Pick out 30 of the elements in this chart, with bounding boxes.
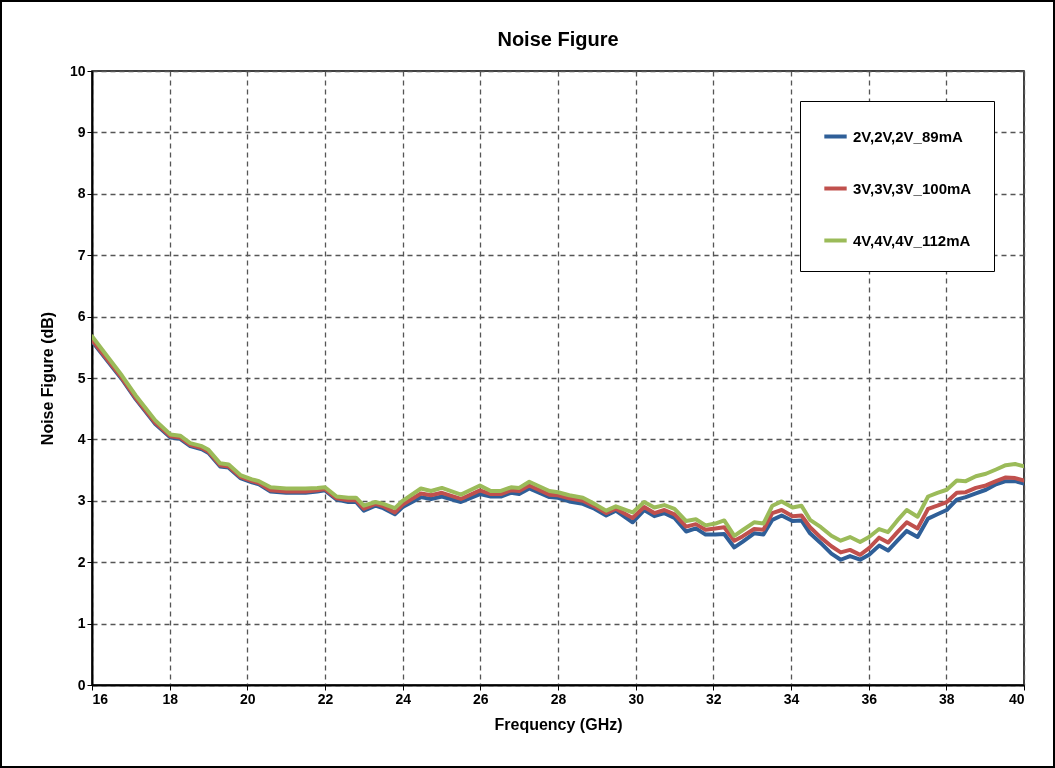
y-tick-label: 3 [77,492,86,509]
x-tick-label: 32 [706,690,722,707]
legend-label: 2V,2V,2V_89mA [853,127,963,145]
x-tick-label: 28 [550,690,567,707]
x-tick-label: 20 [240,690,256,707]
x-tick-label: 38 [939,690,955,707]
x-tick-label: 22 [317,690,334,707]
legend-label: 3V,3V,3V_100mA [853,179,972,197]
y-tick-label: 1 [77,615,86,632]
y-tick-label: 10 [69,62,86,79]
legend-label: 4V,4V,4V_112mA [853,231,971,249]
x-tick-label: 24 [395,690,412,707]
x-tick-label: 16 [92,690,109,707]
y-tick-label: 7 [77,246,86,263]
y-axis-title: Noise Figure (dB) [38,311,56,446]
y-tick-label: 9 [77,123,86,140]
x-axis-title: Frequency (GHz) [494,715,623,733]
y-tick-label: 4 [77,430,86,447]
y-tick-label: 5 [77,369,86,386]
y-tick-label: 8 [77,185,86,202]
y-tick-label: 6 [77,308,86,325]
x-tick-label: 34 [783,690,800,707]
x-tick-label: 36 [861,690,878,707]
x-tick-label: 26 [473,690,489,707]
x-tick-label: 18 [162,690,179,707]
chart-title: Noise Figure [497,28,619,50]
y-tick-label: 2 [77,553,86,570]
x-tick-label: 40 [1008,690,1025,707]
x-tick-label: 30 [628,690,645,707]
y-tick-label: 0 [77,676,86,693]
